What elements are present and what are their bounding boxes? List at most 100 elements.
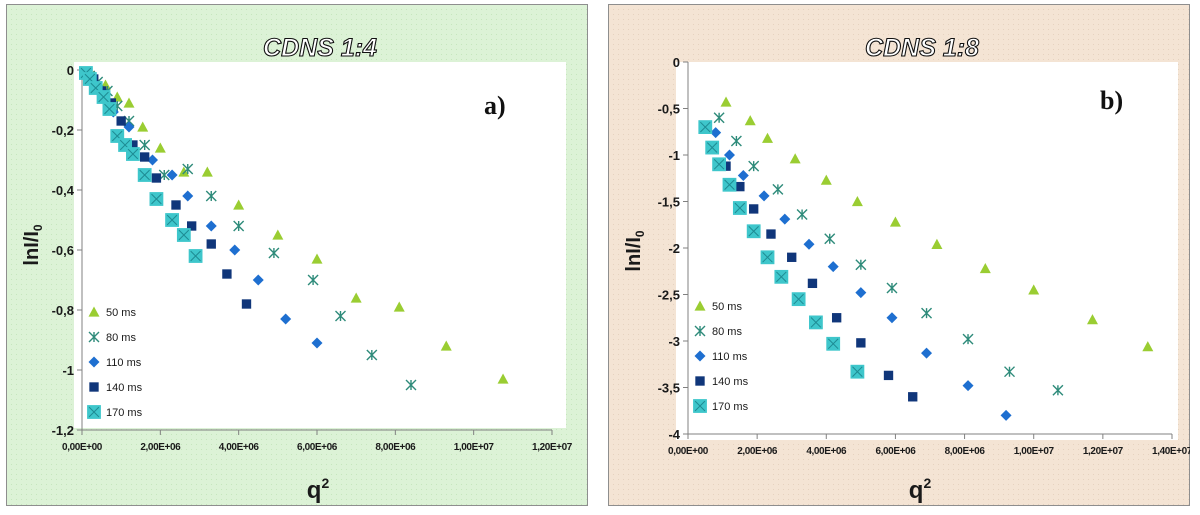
chart-title: CDNS 1:8	[865, 34, 979, 62]
data-point-50-ms	[851, 196, 863, 207]
x-tick-label: 8,00E+06	[375, 442, 416, 453]
legend-label: 140 ms	[712, 376, 749, 388]
data-point-110-ms	[803, 238, 815, 250]
data-point-170-ms	[732, 201, 747, 215]
data-point-110-ms	[779, 213, 791, 225]
y-tick-label: -3	[668, 334, 680, 349]
data-point-50-ms	[497, 373, 509, 384]
axes-group: 0 -0,5 -1 -1,5 -2 -2,5 -3 -3,5 -4 0,00E+00 2,00E+0…	[658, 55, 1190, 457]
y-tick-label: -1,5	[658, 195, 680, 210]
data-point-50-ms	[350, 292, 362, 303]
data-point-80-ms	[1052, 384, 1064, 396]
data-point-170-ms-cross	[748, 226, 759, 237]
data-point-80-ms	[182, 163, 194, 175]
data-point-110-ms	[827, 261, 839, 273]
data-point-50-ms	[720, 96, 732, 107]
data-point-50-ms	[931, 238, 943, 249]
y-tick-label: 0	[67, 63, 74, 78]
data-point-80-ms	[921, 307, 933, 319]
y-tick-label: -0,5	[658, 102, 680, 117]
x-tick-label: 0,00E+00	[62, 442, 103, 453]
y-tick-label: -0,6	[52, 243, 74, 258]
data-point-50-ms	[311, 253, 323, 264]
data-point-80-ms	[1004, 366, 1016, 378]
data-point-170-ms-cross	[713, 159, 725, 170]
chart-a-svg: CDNS 1:4 a) 0 -0,2 -0,4 -0,6 -0,8 -1 -1,2 0,00E…	[6, 4, 588, 506]
data-point-140-ms	[831, 313, 842, 323]
data-point-80-ms	[366, 349, 378, 361]
x-tick-label: 8,00E+06	[945, 446, 986, 457]
data-point-110-ms	[252, 274, 264, 286]
data-point-170-ms	[746, 224, 761, 239]
x-tick-label: 1,00E+07	[1014, 446, 1055, 457]
data-point-80-ms	[268, 247, 280, 259]
data-point-140-ms	[883, 370, 894, 381]
x-tick-label: 4,00E+06	[219, 442, 260, 453]
data-point-170-ms	[791, 292, 806, 307]
data-point-170-ms-cross	[151, 193, 162, 205]
data-point-50-ms	[1086, 314, 1098, 325]
data-point-110-ms	[1000, 409, 1012, 421]
data-point-140-ms	[856, 338, 866, 348]
data-point-110-ms	[205, 220, 217, 232]
y-tick-label: -2,5	[658, 288, 680, 303]
data-point-140-ms	[807, 278, 818, 289]
y-axis-label-main: lnI/I	[21, 231, 43, 265]
data-point-50-ms	[123, 97, 135, 108]
data-point-170-ms	[712, 157, 727, 172]
data-point-170-ms-cross	[190, 250, 201, 262]
legend-label: 110 ms	[712, 351, 748, 363]
legend-marker	[694, 325, 706, 337]
y-tick-label: -0,2	[52, 123, 74, 138]
data-point-110-ms	[147, 154, 158, 166]
data-point-110-ms	[921, 347, 933, 359]
data-point-110-ms	[723, 149, 735, 161]
data-point-170-ms	[188, 249, 203, 263]
legend: 50 ms 80 ms 110 ms 140 ms 170 ms	[87, 306, 143, 419]
data-point-50-ms	[789, 153, 801, 164]
data-point-140-ms	[128, 140, 138, 150]
y-axis-label-main: lnI/I	[623, 237, 645, 271]
data-point-80-ms	[855, 259, 867, 271]
y-axis-label: lnI/I0	[21, 224, 45, 265]
data-point-80-ms	[205, 190, 217, 202]
data-point-170-ms	[698, 120, 713, 134]
data-point-50-ms	[233, 199, 245, 210]
y-tick-label: -2	[668, 241, 680, 256]
data-point-140-ms	[186, 221, 197, 231]
data-point-170-ms	[826, 336, 841, 351]
legend-marker	[88, 306, 100, 317]
data-point-140-ms	[116, 116, 126, 126]
x-tick-label: 1,40E+07	[1152, 446, 1190, 457]
data-point-80-ms	[139, 139, 151, 151]
data-points-group	[79, 66, 509, 391]
data-point-140-ms	[241, 299, 252, 309]
data-point-170-ms-cross	[762, 252, 773, 263]
data-point-140-ms	[766, 229, 776, 239]
data-point-50-ms	[820, 174, 832, 185]
y-tick-label: -1	[62, 363, 74, 378]
data-point-140-ms	[721, 161, 731, 171]
data-point-170-ms-cross	[852, 366, 863, 377]
data-point-170-ms	[126, 147, 140, 161]
legend-marker	[87, 405, 101, 419]
legend-label: 80 ms	[106, 332, 136, 344]
data-point-110-ms	[962, 380, 974, 392]
data-point-170-ms	[96, 90, 111, 104]
data-point-110-ms	[182, 190, 194, 202]
legend-label: 140 ms	[106, 382, 143, 394]
data-point-140-ms	[139, 152, 150, 162]
data-point-170-ms	[165, 213, 179, 227]
data-point-140-ms	[787, 252, 797, 262]
y-tick-label: 0	[673, 55, 680, 70]
data-point-170-ms-cross	[178, 229, 190, 241]
data-point-170-ms-cross	[104, 103, 115, 115]
data-point-80-ms	[335, 310, 346, 322]
data-point-170-ms-cross	[139, 169, 150, 181]
data-point-50-ms	[201, 166, 213, 177]
x-tick-label: 1,20E+07	[1083, 446, 1124, 457]
data-point-170-ms-cross	[706, 142, 718, 153]
data-point-80-ms	[772, 183, 784, 195]
data-point-80-ms	[748, 160, 760, 172]
data-point-170-ms	[850, 364, 865, 379]
